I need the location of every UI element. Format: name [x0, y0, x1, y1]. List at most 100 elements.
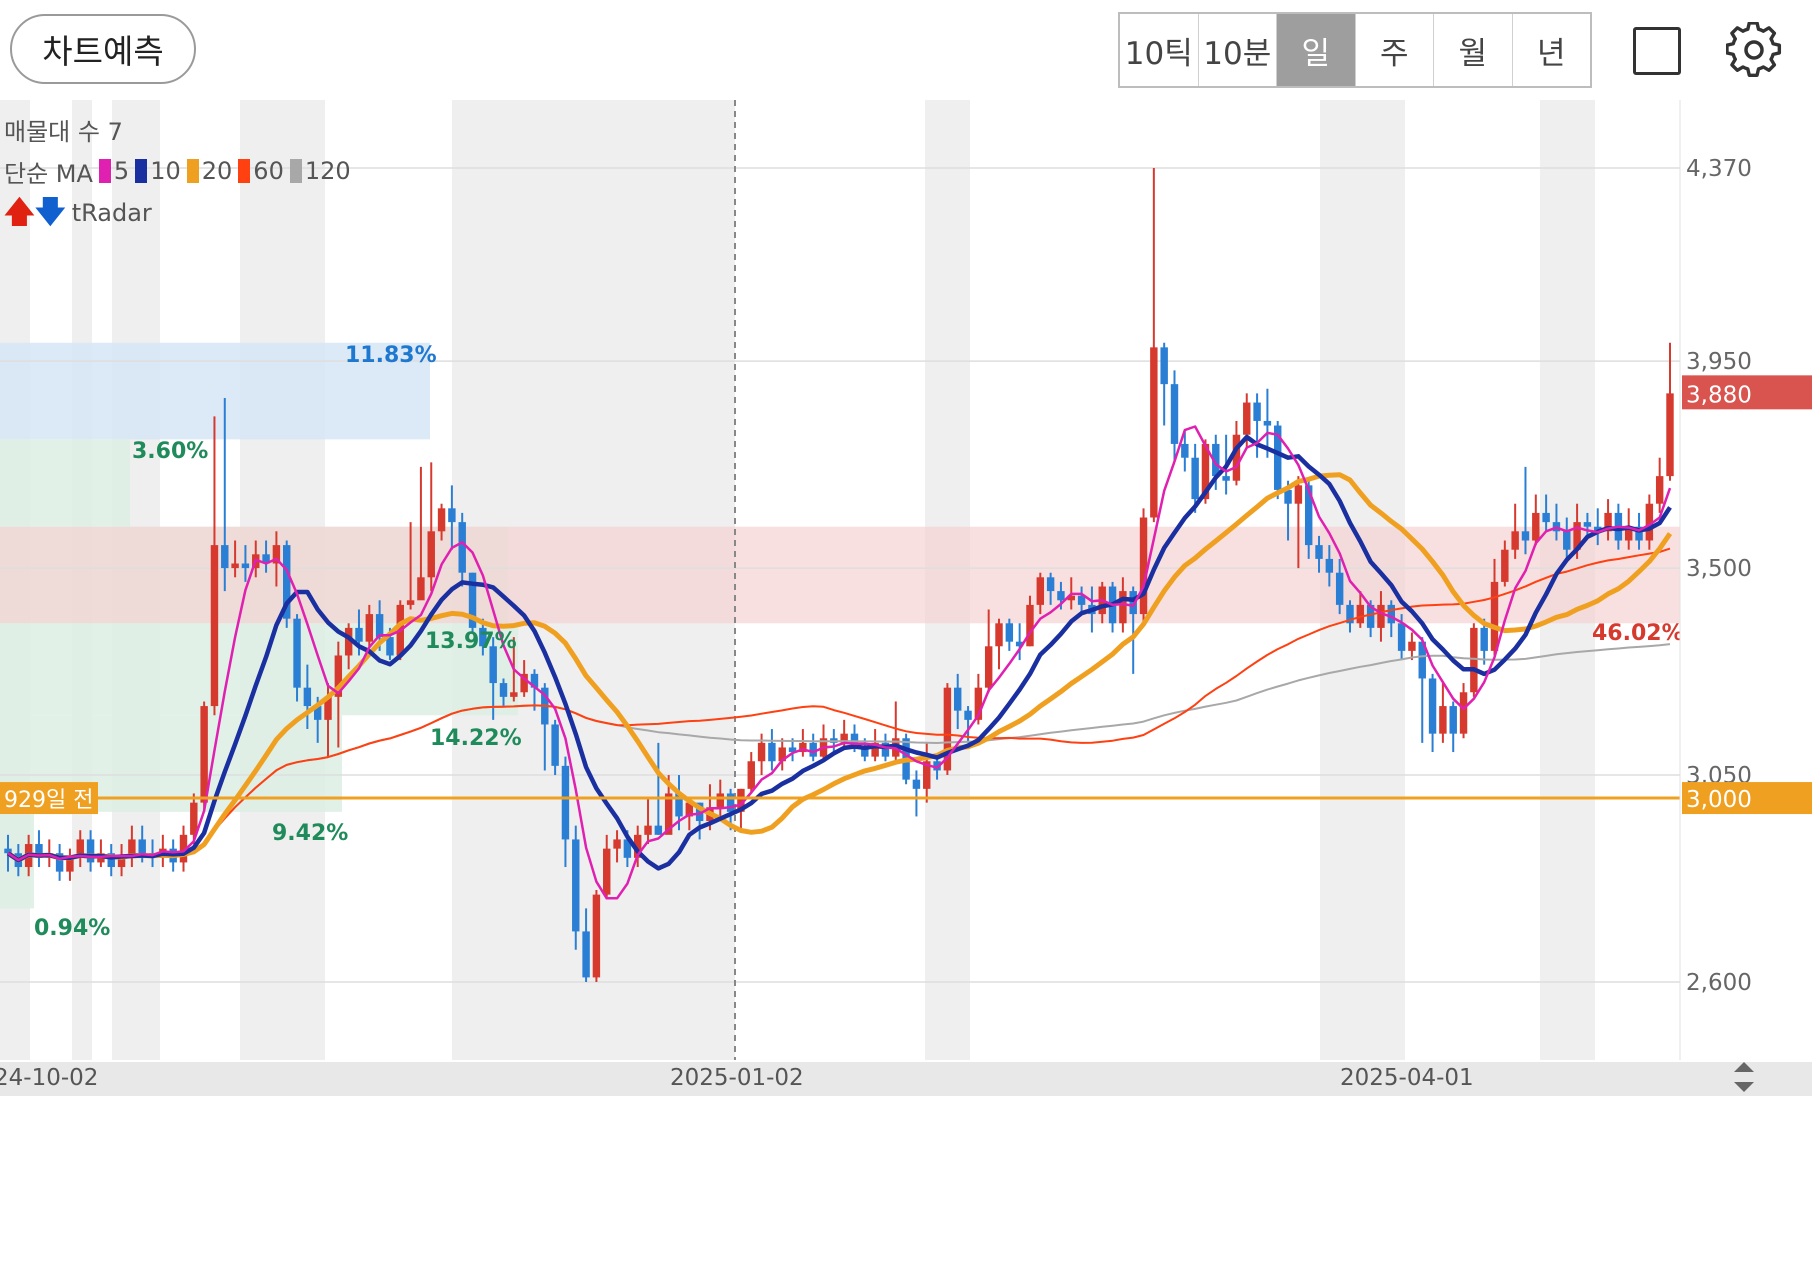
candle-body: [1129, 591, 1137, 615]
tab-10-minute[interactable]: 10분: [1199, 14, 1277, 86]
candle-body: [561, 765, 570, 840]
candle-body: [1150, 347, 1158, 518]
candle-body: [458, 522, 466, 573]
candle-body: [1077, 595, 1086, 605]
candle-body: [1191, 457, 1199, 500]
candle-body: [427, 531, 435, 578]
candle-body: [210, 545, 219, 707]
candle-body: [695, 802, 704, 822]
candle-body: [417, 577, 425, 601]
candle-body: [1181, 443, 1189, 458]
ma120-period: 120: [304, 157, 351, 185]
ma-label: 단순 MA: [4, 159, 93, 188]
candle-body: [262, 554, 270, 564]
indicator-legend: 매물대 수 7 단순 MA 5 10 20 60 120 🡅 🡇 tRadar: [4, 108, 351, 234]
candle-body: [664, 793, 673, 835]
candle-body: [1274, 425, 1282, 490]
candle-body: [995, 623, 1003, 647]
ma5-swatch: [98, 159, 111, 183]
ma60-swatch: [238, 159, 251, 183]
ma20-swatch: [186, 159, 199, 183]
candle-body: [1232, 434, 1241, 481]
candle-body: [747, 761, 755, 789]
candle-body: [1635, 526, 1643, 541]
tab-week[interactable]: 주: [1356, 14, 1434, 86]
chart-predict-button[interactable]: 차트예측: [10, 14, 196, 84]
candle-body: [324, 696, 332, 720]
volume-profile-percent: 11.83%: [345, 343, 437, 368]
candle-body: [582, 931, 590, 978]
candle-body: [107, 853, 115, 868]
candle-body: [1459, 692, 1468, 734]
candle-body: [55, 853, 64, 872]
candlestick-chart[interactable]: 929일 전 11.83% 3.60% 13.97% 14.22% 9.42% 0.94% 4…: [0, 100, 1812, 1261]
candle-body: [592, 894, 601, 978]
moving-average-legend[interactable]: 단순 MA 5 10 20 60 120: [4, 150, 351, 192]
gear-icon[interactable]: [1726, 22, 1782, 78]
candle-body: [1243, 402, 1251, 435]
candle-body: [1315, 545, 1323, 559]
candle-body: [1067, 595, 1075, 601]
axis-scale-handle-icon: [1734, 1062, 1754, 1092]
candle-body: [861, 747, 869, 757]
candle-body: [633, 834, 642, 858]
candle-body: [984, 646, 993, 688]
candle-body: [375, 614, 384, 638]
tradar-label: tRadar: [71, 199, 152, 227]
candle-body: [1624, 526, 1633, 541]
volume-profile-percent: 13.97%: [425, 629, 517, 654]
date-axis-tick: 2025-04-01: [1340, 1065, 1474, 1091]
candle-body: [1480, 627, 1488, 651]
candle-body: [1439, 706, 1447, 734]
current-price-tag: [1682, 375, 1812, 410]
candle-body: [448, 508, 456, 523]
candle-body: [675, 793, 683, 817]
candle-body: [1119, 591, 1127, 624]
candle-body: [344, 627, 353, 656]
ma10-line: [6, 434, 1672, 871]
candle-body: [757, 742, 766, 762]
candle-body: [871, 742, 879, 757]
candle-body: [293, 618, 301, 688]
candle-body: [1511, 531, 1519, 550]
candle-body: [1594, 526, 1602, 532]
candle-body: [76, 839, 84, 858]
tab-day[interactable]: 일: [1277, 14, 1356, 86]
tab-month[interactable]: 월: [1434, 14, 1513, 86]
candle-body: [1377, 604, 1385, 628]
candle-body: [1046, 577, 1055, 592]
candle-body: [1005, 623, 1014, 642]
candle-body: [953, 687, 962, 711]
candle-body: [1449, 706, 1457, 734]
candle-body: [1666, 393, 1674, 477]
candle-body: [1542, 512, 1550, 523]
candle-body: [386, 637, 394, 656]
top-toolbar: 차트예측 10틱 10분 일 주 월 년: [0, 0, 1812, 100]
candle-body: [1563, 531, 1571, 550]
candle-body: [1212, 443, 1220, 477]
candle-body: [788, 747, 797, 753]
down-arrow-icon: 🡇: [34, 195, 66, 230]
price-line-note: 929일 전: [4, 788, 93, 813]
ma10-swatch: [135, 159, 148, 183]
candle-body: [551, 724, 559, 766]
candle-body: [1645, 503, 1654, 541]
candle-body: [613, 839, 621, 849]
candle-body: [1284, 489, 1292, 504]
ma10-period: 10: [150, 157, 181, 185]
volume-profile-legend[interactable]: 매물대 수 7: [4, 108, 351, 150]
price-axis-tick: 2,600: [1686, 970, 1752, 996]
candle-body: [303, 687, 312, 707]
fullscreen-square-icon[interactable]: [1633, 27, 1681, 75]
tradar-legend[interactable]: 🡅 🡇 tRadar: [4, 192, 351, 234]
tab-year[interactable]: 년: [1536, 35, 1566, 72]
candle-body: [313, 706, 322, 720]
price-axis-tick: 4,370: [1686, 156, 1752, 182]
candle-body: [1418, 641, 1426, 679]
candle-body: [1346, 604, 1354, 624]
candle-body: [1325, 558, 1334, 573]
candle-body: [685, 802, 694, 817]
tab-10-tick[interactable]: 10틱: [1120, 14, 1199, 86]
stock-chart-area[interactable]: 929일 전 11.83% 3.60% 13.97% 14.22% 9.42% 0.94% 4…: [0, 100, 1812, 1261]
candle-body: [943, 687, 952, 771]
